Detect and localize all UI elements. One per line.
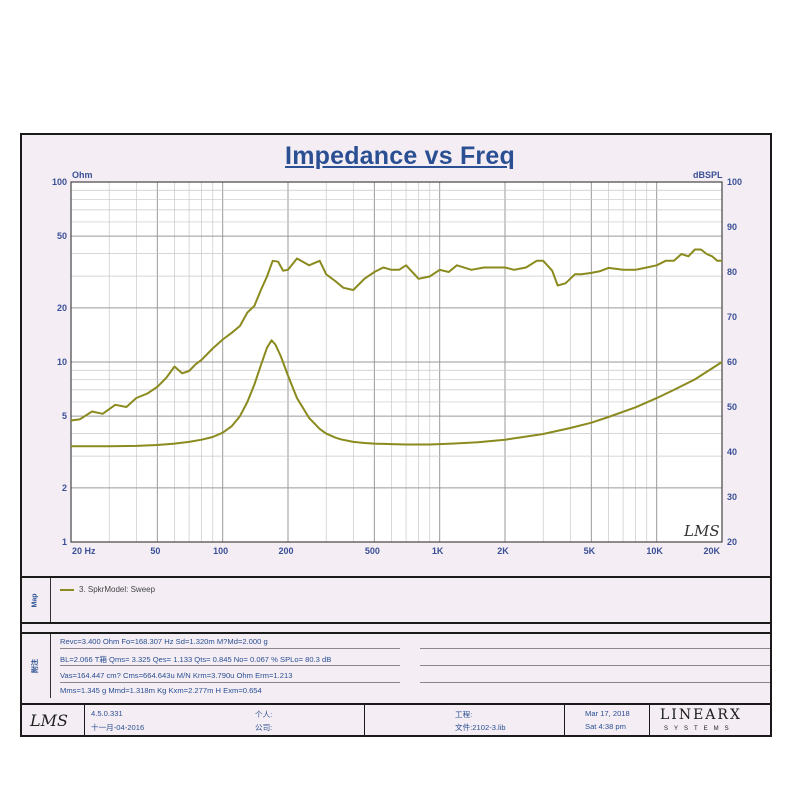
- footer-logo-cell: LMS: [20, 705, 85, 737]
- param-row-1: Revc=3.400 Ohm Fo=168.307 Hz Sd=1.320m M…: [60, 637, 268, 646]
- x-tick-label: 5K: [584, 546, 596, 556]
- spl-curve: [70, 248, 722, 422]
- x-tick-label: 20 Hz: [72, 546, 96, 556]
- param-row-2: BL=2.066 T箱 Qms= 3.325 Qes= 1.133 Qts= 0…: [60, 655, 332, 664]
- footer-person-cell: 个人: 公司:: [205, 705, 365, 737]
- y-right-tick-label: 40: [727, 447, 737, 457]
- left-axis-unit: Ohm: [72, 170, 93, 180]
- y-right-tick-label: 20: [727, 537, 737, 547]
- footer-version-cell: 4.5.0.331 十一月-04-2016: [85, 705, 205, 737]
- file-label: 文件:2102-3.lib: [455, 723, 506, 732]
- linearx-subtitle: SYSTEMS: [664, 726, 735, 732]
- x-tick-label: 500: [365, 546, 380, 556]
- divider: [420, 682, 770, 683]
- y-right-tick-label: 90: [727, 222, 737, 232]
- x-tick-label: 10K: [646, 546, 663, 556]
- lms-logo: LMS: [30, 711, 68, 730]
- divider: [60, 648, 400, 649]
- legend-section: Map 3. SpkrModel: Sweep: [20, 576, 772, 624]
- y-right-tick-label: 60: [727, 357, 737, 367]
- param-row-4: Mms=1.345 g Mmd=1.318m Kg Kxm=2.277m H E…: [60, 686, 262, 695]
- project-label: 工程:: [455, 710, 473, 719]
- divider: [420, 648, 770, 649]
- time-text: Sat 4:38 pm: [585, 722, 626, 731]
- footer-brand-cell: LINEARX SYSTEMS: [650, 705, 772, 737]
- legend-item-label: 3. SpkrModel: Sweep: [79, 585, 156, 594]
- company-label: 公司:: [255, 723, 273, 732]
- y-left-tick-label: 10: [57, 357, 67, 367]
- footer-date-cell: Mar 17, 2018 Sat 4:38 pm: [565, 705, 650, 737]
- chart-title: Impedance vs Freq: [285, 142, 515, 170]
- lms-watermark: LMS: [683, 522, 720, 540]
- person-label: 个人:: [255, 710, 273, 719]
- divider: [60, 665, 400, 666]
- y-right-tick-label: 100: [727, 177, 742, 187]
- param-row-3: Vas=164.447 cm? Cms=664.643u M/N Krm=3.7…: [60, 671, 293, 680]
- y-left-tick-label: 1: [62, 537, 67, 547]
- legend-item[interactable]: 3. SpkrModel: Sweep: [60, 585, 155, 594]
- y-right-tick-label: 30: [727, 492, 737, 502]
- y-right-tick-label: 50: [727, 402, 737, 412]
- divider: [420, 665, 770, 666]
- y-right-tick-label: 80: [727, 267, 737, 277]
- impedance-curve: [71, 339, 723, 448]
- legend-tab[interactable]: Map: [20, 578, 51, 622]
- y-left-tick-label: 2: [62, 483, 67, 493]
- parameters-section: 附注 Revc=3.400 Ohm Fo=168.307 Hz Sd=1.320…: [20, 632, 772, 698]
- y-left-tick-label: 5: [62, 411, 67, 421]
- date-text: Mar 17, 2018: [585, 709, 630, 718]
- y-left-tick-label: 100: [52, 177, 67, 187]
- x-tick-label: 100: [213, 546, 228, 556]
- legend-line-swatch: [60, 588, 74, 591]
- x-tick-label: 50: [150, 546, 160, 556]
- y-left-tick-label: 20: [57, 303, 67, 313]
- x-tick-label: 200: [278, 546, 293, 556]
- linearx-logo: LINEARX: [660, 707, 742, 723]
- x-tick-label: 2K: [497, 546, 509, 556]
- version-date: 十一月-04-2016: [91, 723, 145, 732]
- y-left-tick-label: 50: [57, 231, 67, 241]
- divider: [60, 682, 400, 683]
- x-tick-label: 20K: [703, 546, 720, 556]
- y-right-tick-label: 70: [727, 312, 737, 322]
- x-tick-label: 1K: [432, 546, 444, 556]
- footer: LMS 4.5.0.331 十一月-04-2016 个人: 公司: 工程: 文件…: [20, 703, 772, 737]
- footer-project-cell: 工程: 文件:2102-3.lib: [365, 705, 565, 737]
- right-axis-unit: dBSPL: [693, 170, 723, 180]
- params-tab[interactable]: 附注: [20, 634, 51, 698]
- version-text: 4.5.0.331: [91, 709, 123, 718]
